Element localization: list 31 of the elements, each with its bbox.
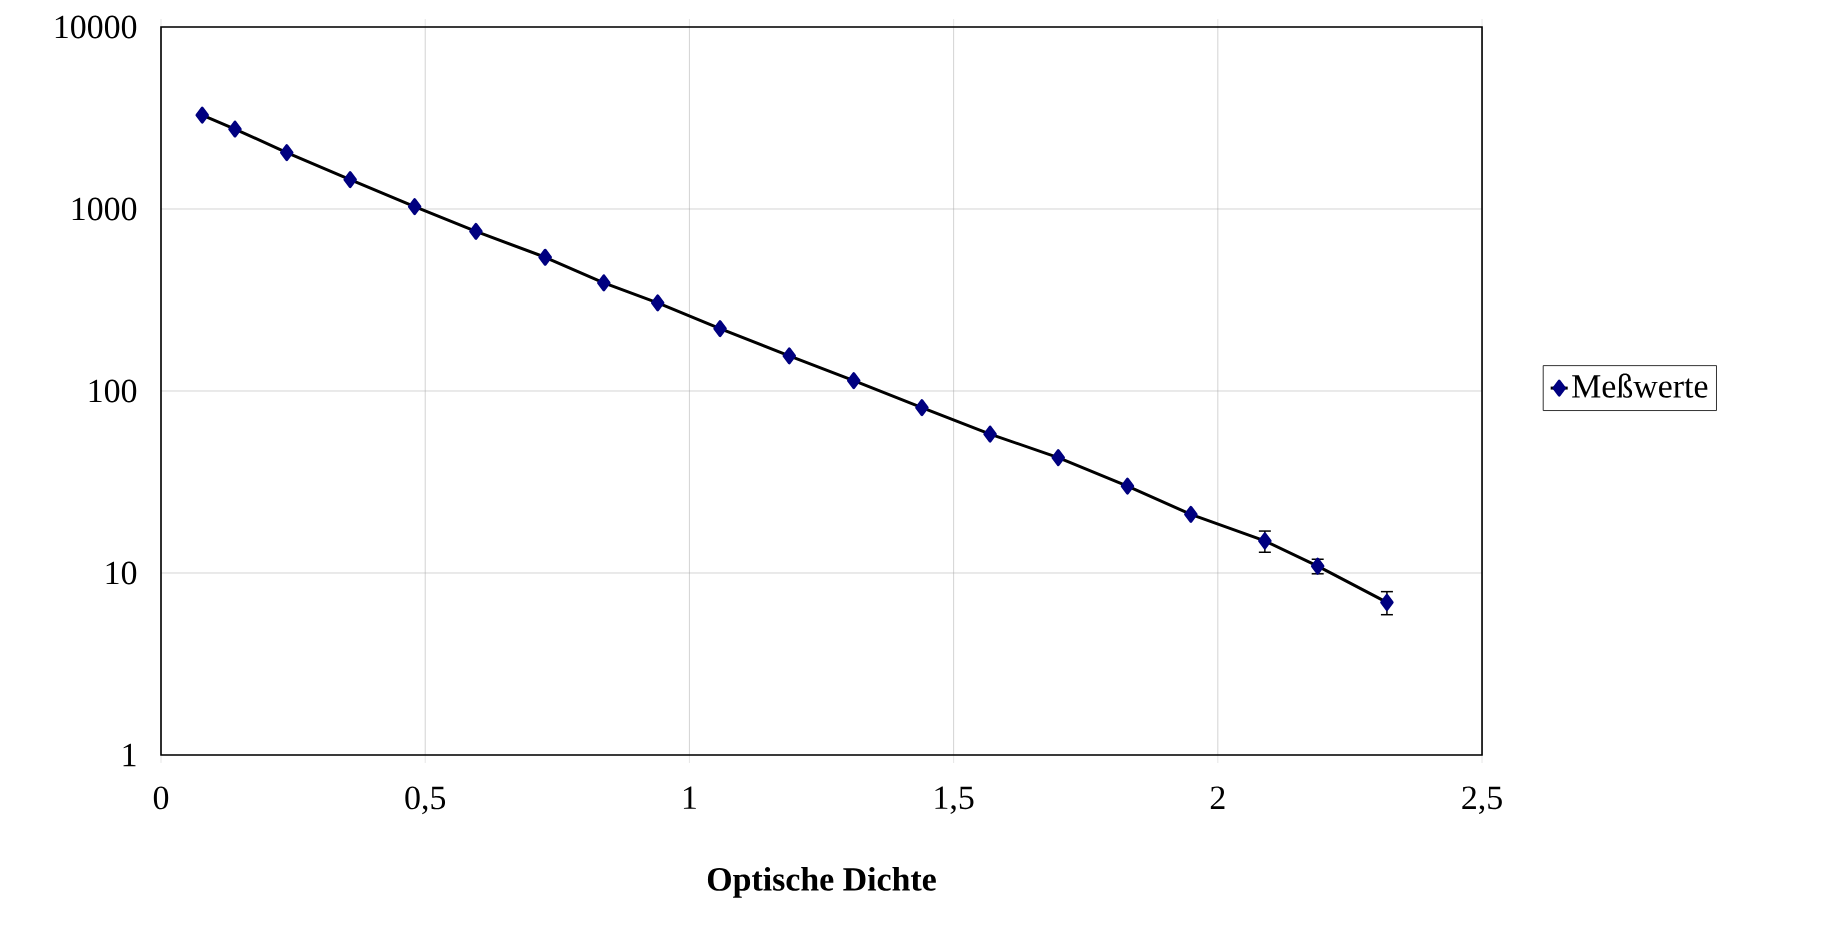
point: [713, 320, 727, 338]
point: [1258, 532, 1272, 550]
point: [1051, 449, 1065, 467]
point: [407, 198, 422, 216]
point: [538, 248, 552, 266]
x-tick-label: 0,5: [405, 786, 446, 815]
x-axis-title: Optische Dichte: [707, 867, 936, 898]
x-tick-label: 1: [683, 786, 696, 809]
x-tick-label: 1,5: [935, 786, 974, 815]
point: [469, 222, 483, 240]
point: [650, 294, 665, 312]
y-tick-label: 1: [123, 743, 136, 767]
point: [1184, 505, 1198, 523]
point: [847, 372, 861, 390]
point: [915, 399, 929, 417]
y-tick-label: 1000: [72, 197, 137, 221]
point: [228, 120, 242, 138]
point: [343, 171, 357, 189]
point: [280, 144, 294, 162]
x-tick-label: 2: [1210, 786, 1225, 809]
y-tick-label: 10: [106, 561, 137, 585]
y-tick-label: 100: [89, 379, 137, 403]
legend-label: Meßwerte: [1572, 373, 1708, 398]
point: [195, 106, 209, 124]
x-tick-label: 0: [153, 786, 169, 810]
x-tick-label: 2,5: [1462, 786, 1502, 815]
point: [782, 347, 797, 365]
point: [983, 425, 997, 443]
point: [1120, 477, 1135, 495]
point: [597, 274, 611, 292]
y-tick-label: 10000: [55, 15, 137, 39]
